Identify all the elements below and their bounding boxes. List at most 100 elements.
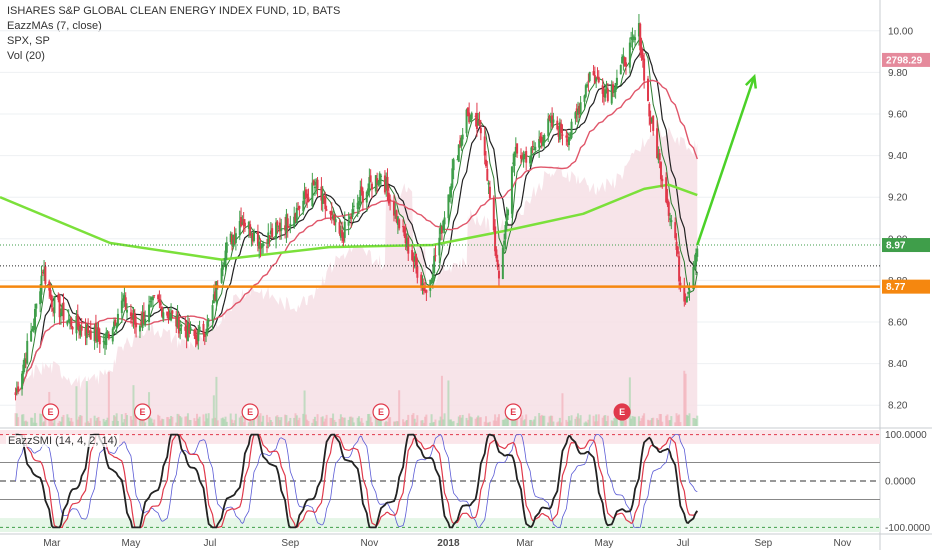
candle-body bbox=[258, 241, 261, 249]
volume-bar bbox=[503, 419, 506, 426]
volume-bar bbox=[507, 414, 510, 426]
volume-bar bbox=[547, 422, 550, 426]
volume-bar bbox=[298, 417, 301, 426]
volume-bar bbox=[96, 417, 99, 426]
candle-body bbox=[251, 232, 254, 242]
earnings-marker[interactable]: E bbox=[41, 403, 60, 421]
volume-bar bbox=[106, 417, 109, 426]
legend-ma[interactable]: EazzMAs (7, close) bbox=[7, 20, 102, 32]
candle-body bbox=[76, 314, 79, 327]
candle-body bbox=[120, 300, 123, 314]
candle-body bbox=[249, 224, 252, 236]
volume-bar bbox=[558, 417, 561, 426]
oscillator-legend[interactable]: EazzSMI (14, 4, 2, 14) bbox=[6, 435, 120, 447]
candle-body bbox=[479, 127, 482, 134]
candle-body bbox=[416, 266, 419, 278]
volume-bar bbox=[551, 415, 554, 426]
volume-bar bbox=[447, 380, 450, 426]
volume-bar bbox=[215, 376, 218, 426]
candle-body bbox=[307, 197, 310, 203]
candle-body bbox=[685, 296, 688, 303]
volume-bar bbox=[696, 415, 699, 426]
volume-bar bbox=[293, 417, 296, 426]
earnings-marker[interactable]: E bbox=[241, 403, 259, 421]
volume-bar bbox=[220, 418, 223, 426]
candle-body bbox=[302, 200, 305, 212]
candle-body bbox=[161, 307, 164, 317]
volume-bar bbox=[198, 416, 201, 426]
candle-body bbox=[623, 57, 626, 67]
volume-bar bbox=[647, 419, 650, 426]
candle-body bbox=[293, 216, 296, 227]
volume-bar bbox=[579, 415, 582, 426]
volume-bar bbox=[634, 416, 637, 426]
candle-body bbox=[220, 268, 223, 283]
volume-bar bbox=[413, 418, 416, 426]
candle-body bbox=[175, 316, 178, 327]
candle-body bbox=[188, 324, 191, 334]
candle-body bbox=[542, 141, 545, 146]
candle-body bbox=[521, 155, 524, 159]
time-tick-label: May bbox=[594, 538, 613, 549]
legend-volume[interactable]: Vol (20) bbox=[7, 50, 45, 62]
volume-bar bbox=[179, 416, 182, 426]
candle-body bbox=[640, 46, 643, 56]
volume-bar bbox=[161, 418, 164, 426]
volume-bar bbox=[606, 415, 609, 426]
candle-body bbox=[659, 162, 662, 180]
candle-body bbox=[295, 207, 298, 224]
candle-body bbox=[497, 270, 500, 279]
candle-body bbox=[560, 123, 563, 134]
volume-bar bbox=[539, 415, 542, 426]
volume-bar bbox=[177, 414, 180, 426]
candle-body bbox=[505, 214, 508, 227]
candle-body bbox=[144, 318, 147, 326]
candle-body bbox=[197, 330, 200, 342]
candle-body bbox=[225, 242, 228, 253]
candle-body bbox=[67, 319, 70, 323]
volume-bar bbox=[534, 416, 537, 426]
candle-body bbox=[223, 263, 226, 265]
volume-bar bbox=[269, 420, 272, 426]
volume-bar bbox=[330, 418, 333, 426]
candle-body bbox=[230, 234, 233, 245]
candle-body bbox=[275, 222, 278, 240]
legend-spx[interactable]: SPX, SP bbox=[7, 35, 50, 47]
volume-bar bbox=[98, 420, 101, 426]
candle-body bbox=[41, 272, 44, 274]
volume-bar bbox=[85, 381, 88, 426]
volume-bar bbox=[44, 417, 47, 426]
volume-bar bbox=[495, 420, 498, 426]
volume-bar bbox=[276, 415, 279, 426]
candle-body bbox=[79, 326, 82, 336]
volume-bar bbox=[497, 414, 500, 426]
earnings-marker[interactable]: E bbox=[133, 403, 152, 421]
candle-body bbox=[176, 314, 179, 327]
candle-body bbox=[359, 190, 362, 203]
volume-bar bbox=[306, 419, 309, 426]
time-axis[interactable]: Mar May Jul Sep Nov 2018 Mar May Jul Sep Nov bbox=[43, 538, 851, 549]
volume-bar bbox=[542, 415, 545, 426]
candle-body bbox=[392, 201, 395, 216]
volume-bar bbox=[448, 419, 451, 426]
earnings-marker[interactable]: E bbox=[372, 403, 390, 421]
volume-bars bbox=[14, 370, 699, 426]
volume-bar bbox=[59, 421, 62, 426]
volume-bar bbox=[253, 418, 256, 426]
earnings-marker[interactable]: E bbox=[613, 403, 631, 421]
candle-body bbox=[360, 186, 363, 192]
chart-title[interactable]: ISHARES S&P GLOBAL CLEAN ENERGY INDEX FU… bbox=[7, 5, 341, 17]
candle-body bbox=[241, 222, 244, 225]
candle-body bbox=[131, 313, 134, 320]
candle-body bbox=[347, 221, 350, 226]
volume-bar bbox=[53, 413, 56, 426]
last-price-tag-bg bbox=[882, 238, 930, 253]
candle-body bbox=[285, 214, 288, 233]
last-price-tag: 8.97 bbox=[882, 238, 930, 253]
volume-bar bbox=[171, 416, 174, 426]
candle-body bbox=[395, 210, 398, 223]
earnings-marker[interactable]: E bbox=[504, 403, 522, 421]
candle-body bbox=[294, 213, 297, 221]
volume-bar bbox=[185, 416, 188, 426]
